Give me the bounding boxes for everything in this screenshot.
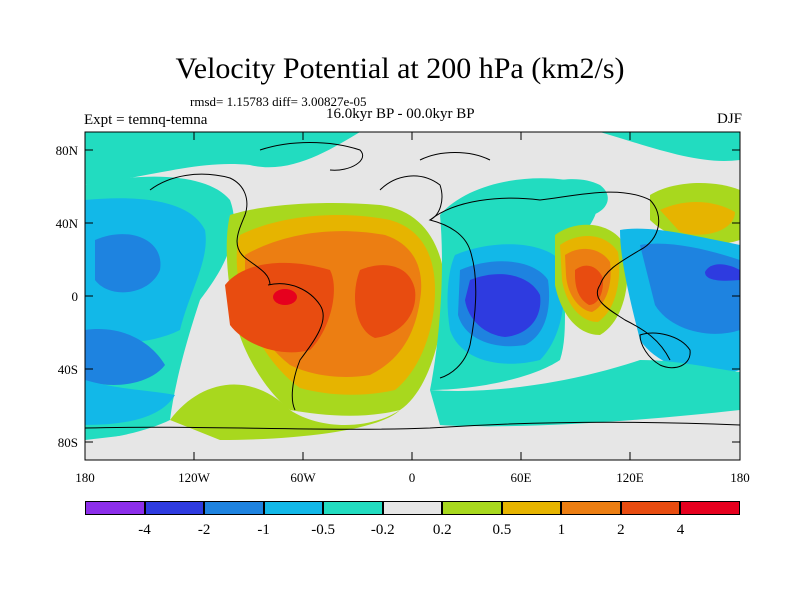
lon-label-0: 0 <box>408 470 416 485</box>
colorbar-label: -4 <box>138 522 151 538</box>
colorbar-segment <box>85 501 145 515</box>
lon-label-120w: 120W <box>178 470 210 485</box>
colorbar-segment <box>323 501 383 515</box>
colorbar-label: 2 <box>617 522 625 538</box>
colorbar-label: -0.2 <box>370 522 395 538</box>
colorbar-segment <box>144 501 205 515</box>
colorbar-segment <box>501 501 562 515</box>
season-label: DJF <box>716 111 742 127</box>
colorbar-label: 4 <box>676 522 685 538</box>
colorbar-label: 0.5 <box>492 522 512 538</box>
colorbar-label: -0.5 <box>311 522 336 538</box>
map-title: Velocity Potential at 200 hPa (km2/s) <box>175 52 625 85</box>
colorbar-label: 1 <box>557 522 566 538</box>
lat-label-80s: 80S <box>57 435 78 450</box>
colorbar-label: 0.2 <box>432 522 452 538</box>
colorbar-label: -2 <box>197 522 211 538</box>
experiment-label: Expt = temnq-temna <box>84 112 208 128</box>
contour-fields <box>85 132 740 460</box>
lat-label-80n: 80N <box>55 143 78 158</box>
lat-label-40s: 40S <box>57 362 78 377</box>
period-label: 16.0kyr BP - 00.0kyr BP <box>326 106 475 122</box>
colorbar-segment <box>263 501 324 515</box>
colorbar-segment <box>620 501 681 515</box>
colorbar-segment <box>442 501 502 515</box>
lon-label-60w: 60W <box>290 470 316 485</box>
colorbar-label: -1 <box>257 522 270 538</box>
lat-label-40n: 40N <box>55 216 78 231</box>
colorbar-segment <box>204 501 264 515</box>
lon-label-60e: 60E <box>510 470 532 485</box>
stats-text: rmsd= 1.15783 diff= 3.00827e-05 <box>190 94 367 109</box>
colorbar-segment <box>382 501 443 515</box>
lat-label-0: 0 <box>71 289 79 304</box>
coastlines <box>85 142 740 430</box>
colorbar <box>85 501 740 515</box>
lon-label-120e: 120E <box>616 470 644 485</box>
lon-label-180w: 180 <box>75 470 95 485</box>
colorbar-segment <box>680 501 740 515</box>
axis-ticks <box>85 132 740 460</box>
colorbar-segment <box>561 501 621 515</box>
lon-label-180e: 180 <box>730 470 750 485</box>
